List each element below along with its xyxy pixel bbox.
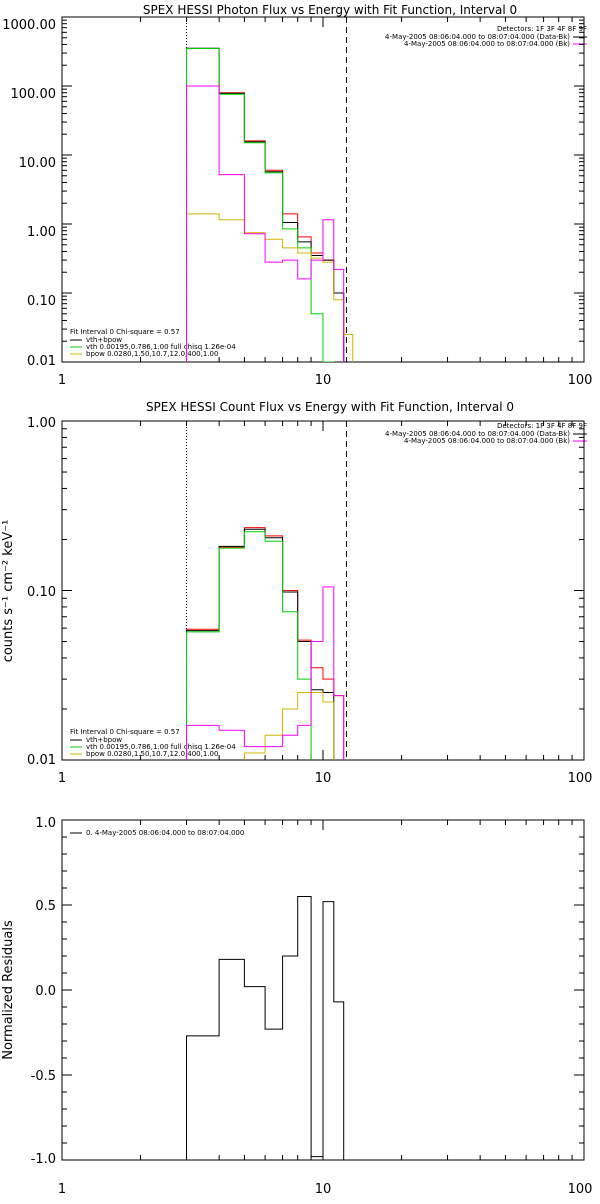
x-tick-label: 1 [58, 1182, 66, 1197]
legend-residual: 0. 4-May-2005 08:06:04.000 to 08:07:04.0… [86, 829, 244, 837]
legend-detectors: Detectors: 1F 3F 4F 8F 9F [497, 25, 587, 33]
y-tick-label: 0.01 [27, 354, 56, 369]
series-bk-line [186, 85, 345, 362]
legend-vth: vth 0.00195,0.786,1.00 full chisq 1.26e-… [86, 343, 236, 351]
y-tick-label: -0.5 [31, 1069, 56, 1084]
y-tick-label: 0.10 [27, 294, 56, 309]
series-vth-line [186, 48, 335, 362]
series-residuals-line [186, 896, 345, 1160]
series-vth-bpow-line [186, 47, 345, 362]
y-tick-label: 0.5 [35, 899, 56, 914]
series-vth-bpow-line [186, 528, 345, 760]
photon-flux-panel: SPEX HESSI Photon Flux vs Energy with Fi… [2, 3, 592, 388]
series-bk-line [186, 586, 345, 760]
x-tick-label: 10 [315, 373, 332, 388]
series-vth-line [186, 531, 312, 760]
plot-frame [61, 16, 585, 363]
count-flux-panel: SPEX HESSI Count Flux vs Energy with Fit… [1, 400, 592, 786]
x-tick-label: 100 [568, 1182, 593, 1197]
y-tick-label: 1.0 [35, 816, 56, 831]
x-tick-label: 10 [315, 771, 332, 786]
legend-bpow: bpow 0.0280,1.50,10.7,12.0,400,1.00 [86, 750, 218, 758]
residuals-panel: Normalized Residuals 1.0 0.5 0.0 -0.5 -1… [1, 816, 592, 1197]
x-tick-label: 1 [58, 373, 66, 388]
series-data-line [186, 527, 345, 760]
y-tick-label: 1.00 [27, 225, 56, 240]
legend-detectors: Detectors: 1F 3F 4F 8F 9F [497, 422, 587, 430]
legend-bpow: bpow 0.0280,1.50,10.7,12.0,400,1.00 [86, 350, 218, 358]
y-tick-label: 100.00 [11, 87, 57, 102]
photon-panel-title: SPEX HESSI Photon Flux vs Energy with Fi… [143, 3, 517, 17]
chart-marks [61, 16, 585, 1161]
legend-sum: vth+bpow [86, 336, 122, 344]
count-panel-title: SPEX HESSI Count Flux vs Energy with Fit… [146, 400, 514, 414]
legend-fit-interval: Fit Interval 0 Chi-square = 0.57 [70, 328, 180, 336]
series-bpow-line [186, 213, 354, 362]
y-tick-label: -1.0 [31, 1152, 56, 1167]
series-bpow-line [243, 692, 335, 760]
count-y-axis-label: counts s⁻¹ cm⁻² keV⁻¹ [1, 520, 16, 663]
y-tick-label: 10.00 [19, 156, 56, 171]
y-tick-label: 1.00 [27, 416, 56, 431]
x-tick-label: 1 [58, 771, 66, 786]
legend-data-bk: 4-May-2005 08:06:04.000 to 08:07:04.000 … [385, 33, 570, 41]
legend-sum: vth+bpow [86, 736, 122, 744]
y-tick-label: 0.01 [27, 753, 56, 768]
legend-data-bk: 4-May-2005 08:06:04.000 to 08:07:04.000 … [385, 430, 570, 438]
x-tick-label: 100 [568, 771, 593, 786]
y-tick-label: 0.10 [27, 585, 56, 600]
residuals-y-axis-label: Normalized Residuals [1, 920, 16, 1060]
legend-bk: 4-May-2005 08:06:04.000 to 08:07:04.000 … [404, 437, 570, 445]
y-tick-label: 1000.00 [2, 18, 56, 33]
series-data-line [186, 48, 345, 362]
legend-vth: vth 0.00195,0.786,1.00 full chisq 1.26e-… [86, 743, 236, 751]
legend-bk: 4-May-2005 08:06:04.000 to 08:07:04.000 … [404, 40, 570, 48]
legend-fit-interval: Fit Interval 0 Chi-square = 0.57 [70, 728, 180, 736]
x-tick-label: 100 [568, 373, 593, 388]
x-tick-label: 10 [315, 1182, 332, 1197]
y-tick-label: 0.0 [35, 984, 56, 999]
